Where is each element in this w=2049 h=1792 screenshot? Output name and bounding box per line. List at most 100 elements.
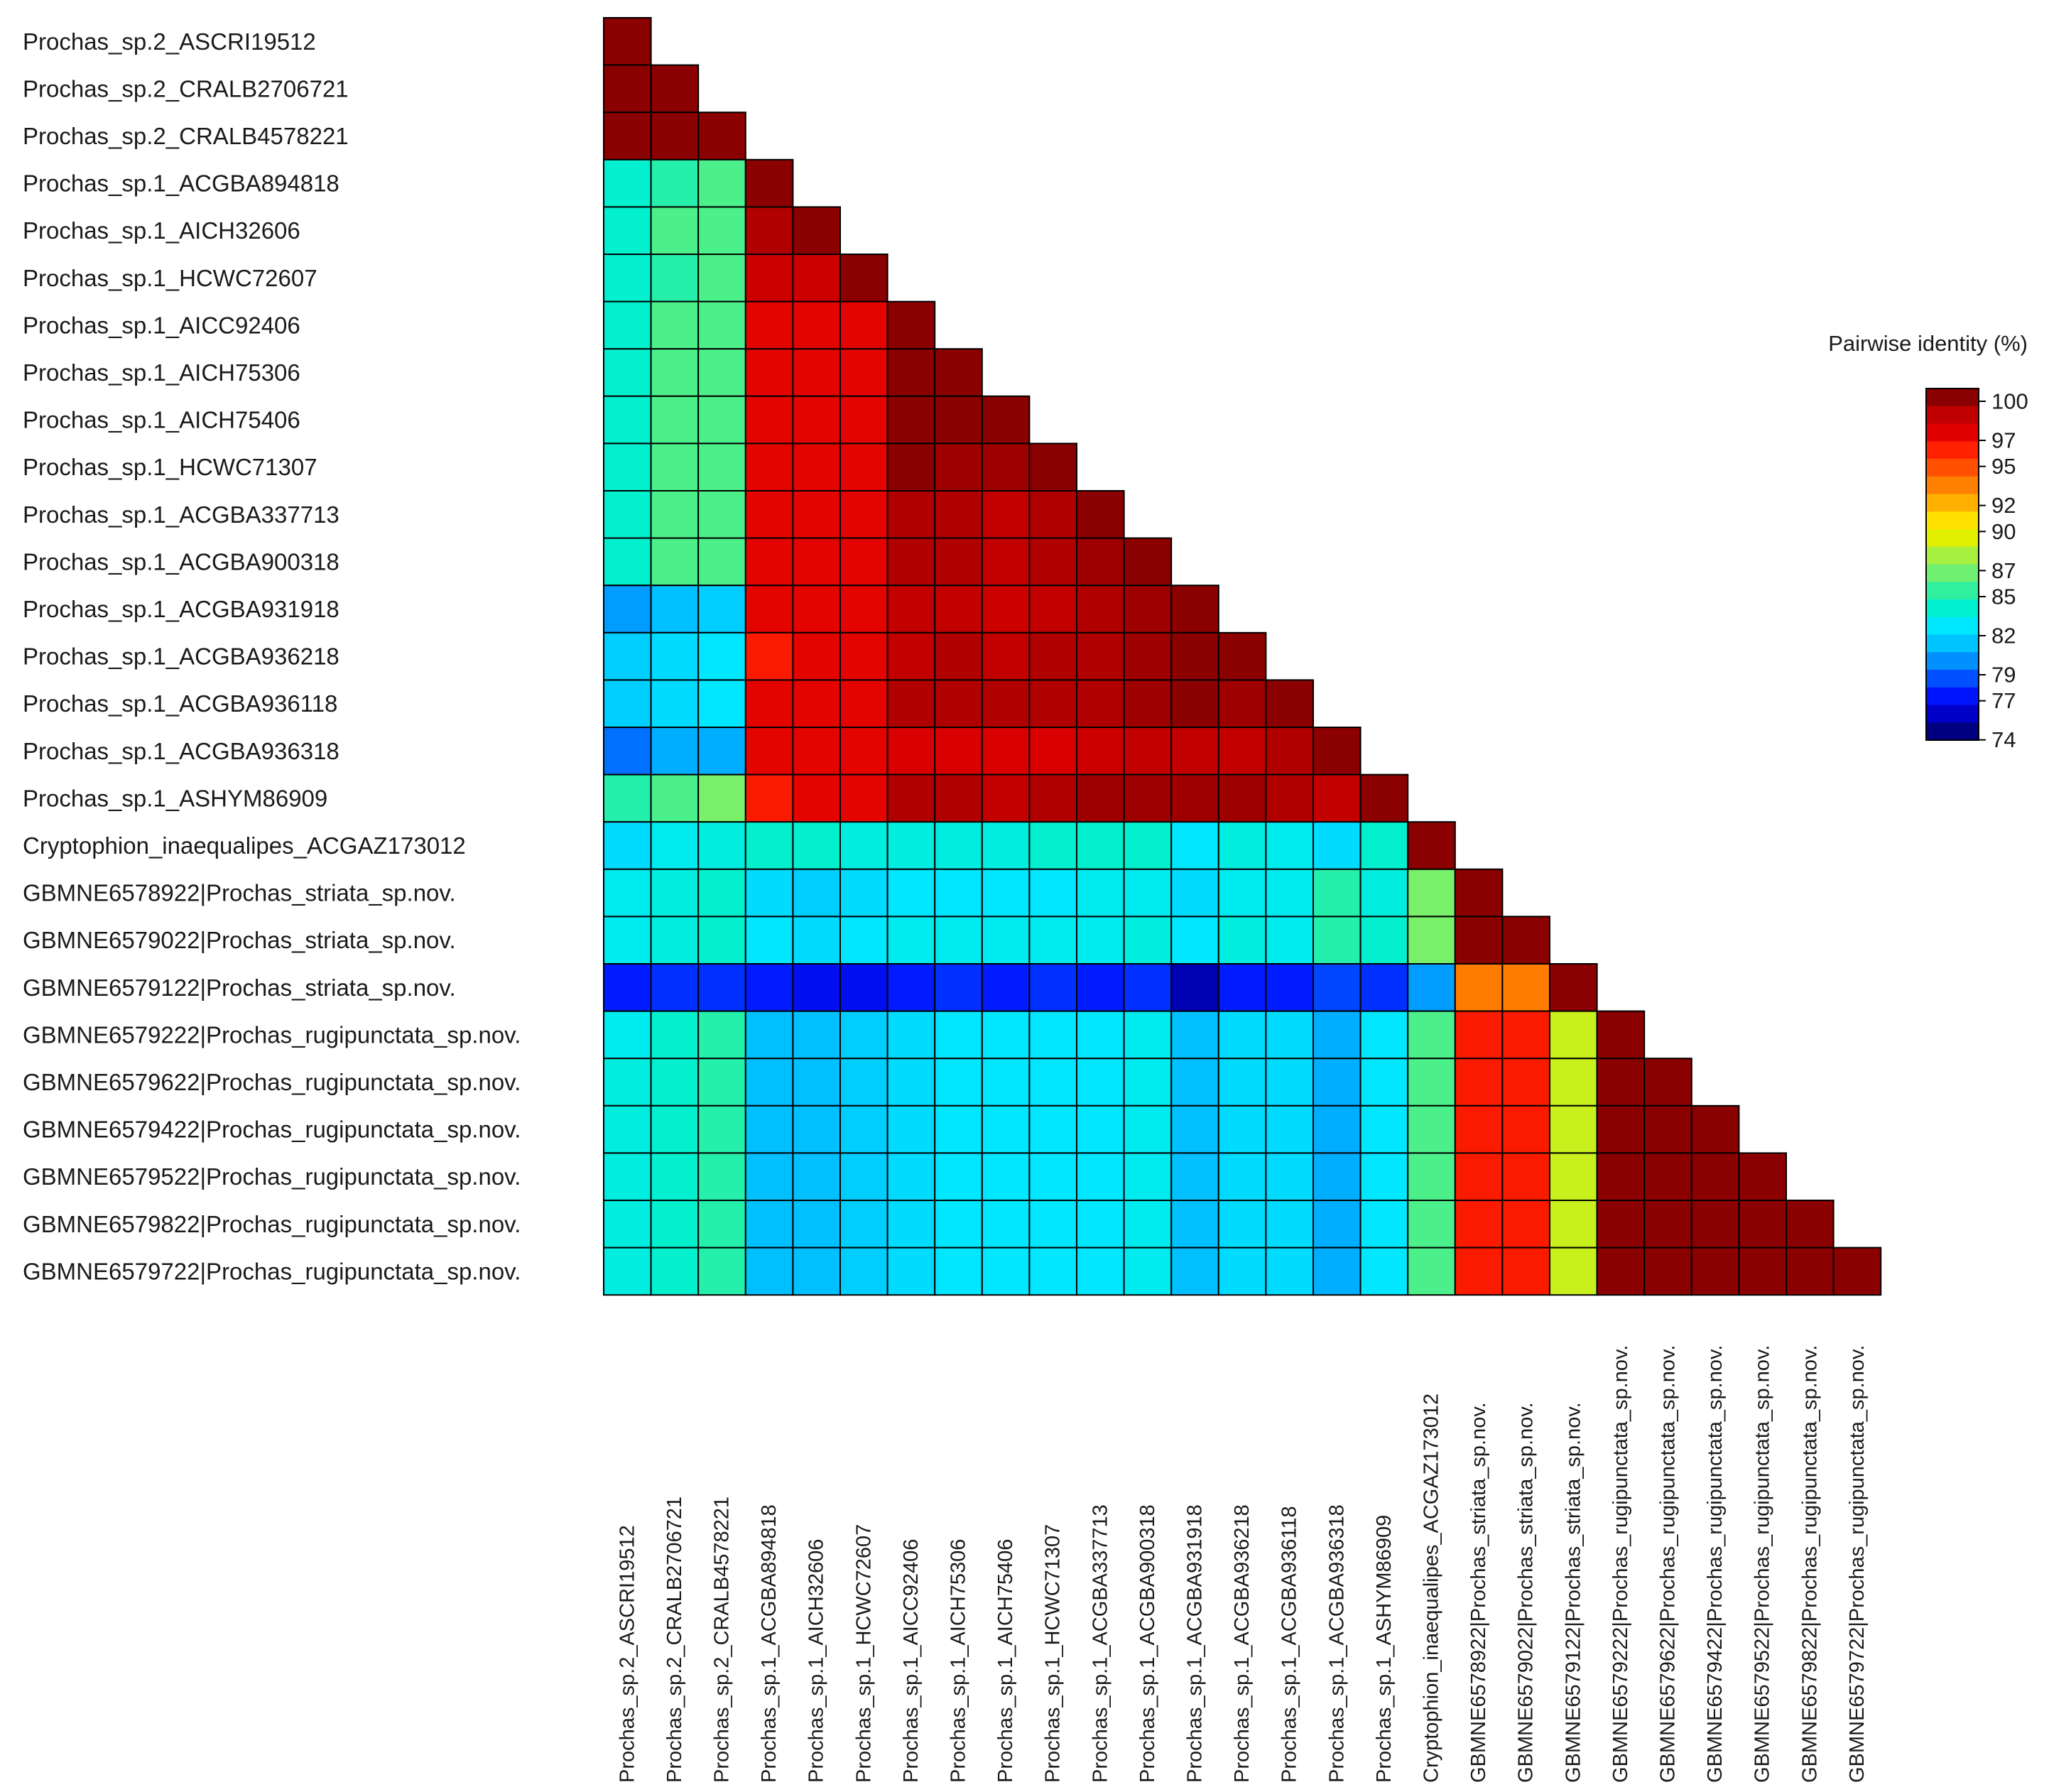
heatmap-cell [1359, 1200, 1409, 1249]
heatmap-cell [1217, 1200, 1267, 1249]
heatmap-cell [886, 1200, 936, 1249]
heatmap-cell [1028, 1152, 1078, 1202]
heatmap-cell [697, 821, 746, 870]
heatmap-cell [650, 916, 700, 965]
heatmap-cell [981, 773, 1031, 823]
heatmap-cell [650, 1200, 700, 1249]
legend-tick-label: 90 [1991, 519, 2016, 544]
heatmap-cell [792, 631, 842, 681]
heatmap-cell [650, 64, 700, 114]
heatmap-cell [839, 631, 888, 681]
heatmap-cell [603, 916, 652, 965]
legend-swatch [1926, 670, 1979, 688]
heatmap-cell [1076, 727, 1125, 776]
heatmap-cell [650, 395, 700, 445]
legend-swatch [1926, 599, 1979, 618]
heatmap-cell [792, 821, 842, 870]
heatmap-cell [744, 727, 794, 776]
heatmap-cell [1123, 1247, 1173, 1296]
heatmap-cell [603, 1104, 652, 1154]
heatmap-cell [1407, 1104, 1456, 1154]
heatmap-cell [981, 679, 1031, 729]
heatmap-cell [1076, 679, 1125, 729]
heatmap-cell [934, 1058, 983, 1107]
heatmap-cell [744, 1247, 794, 1296]
heatmap-cell [1123, 1104, 1173, 1154]
heatmap-cell [981, 1104, 1031, 1154]
heatmap-cell [650, 158, 700, 208]
heatmap-cell [886, 1058, 936, 1107]
heatmap-cell [981, 963, 1031, 1012]
heatmap-cell [1596, 1104, 1646, 1154]
heatmap-cell [697, 490, 746, 539]
heatmap-cell [744, 1010, 794, 1060]
heatmap-cell [697, 1010, 746, 1060]
heatmap-cell [1690, 1247, 1740, 1296]
heatmap-cell [839, 821, 888, 870]
heatmap-cell [603, 585, 652, 634]
heatmap-cell [981, 585, 1031, 634]
legend-tick-label: 100 [1991, 389, 2028, 414]
heatmap-cell [981, 1247, 1031, 1296]
heatmap-cell [1265, 1247, 1315, 1296]
heatmap-cell [744, 300, 794, 350]
heatmap-cell [1265, 821, 1315, 870]
heatmap-cell [1028, 537, 1078, 587]
heatmap-cell [1028, 679, 1078, 729]
heatmap-cell [1359, 1152, 1409, 1202]
row-label: Prochas_sp.1_ACGBA931918 [23, 596, 339, 622]
heatmap-cell [839, 916, 888, 965]
heatmap-cell [650, 1058, 700, 1107]
heatmap-cell [1028, 963, 1078, 1012]
heatmap-cell [603, 679, 652, 729]
heatmap-cell [1454, 1104, 1504, 1154]
heatmap-cell [1643, 1058, 1692, 1107]
heatmap-cell [886, 300, 936, 350]
row-label: Prochas_sp.1_ACGBA337713 [23, 501, 339, 528]
heatmap-cell [839, 395, 888, 445]
heatmap-cell [1170, 916, 1219, 965]
heatmap-cell [744, 206, 794, 255]
heatmap-cell [1076, 1200, 1125, 1249]
column-label: Prochas_sp.2_ASCRI19512 [616, 1525, 638, 1783]
heatmap-cell [1407, 963, 1456, 1012]
heatmap-cell [934, 1200, 983, 1249]
column-label: Prochas_sp.1_ACGBA936118 [1278, 1506, 1301, 1783]
heatmap-cell [886, 585, 936, 634]
heatmap-cell [1643, 1247, 1692, 1296]
row-label: GBMNE6579822|Prochas_rugipunctata_sp.nov… [23, 1211, 521, 1237]
heatmap-cell [603, 206, 652, 255]
heatmap-cell [1407, 868, 1456, 918]
heatmap-cell [792, 1200, 842, 1249]
heatmap-cell [1359, 916, 1409, 965]
heatmap-cell [1359, 963, 1409, 1012]
column-label: GBMNE6579222|Prochas_rugipunctata_sp.nov… [1609, 1345, 1632, 1783]
heatmap-cell [1265, 727, 1315, 776]
heatmap-cell [1501, 1104, 1550, 1154]
heatmap-cell [1501, 1058, 1550, 1107]
row-label: Prochas_sp.1_AICH75406 [23, 407, 300, 433]
heatmap-cell [1312, 1200, 1362, 1249]
heatmap-cell [1690, 1152, 1740, 1202]
heatmap-cell [1407, 1152, 1456, 1202]
heatmap-cell [1312, 1104, 1362, 1154]
row-labels: Prochas_sp.2_ASCRI19512 Prochas_sp.2_CRAL… [23, 28, 521, 1285]
heatmap-cell [934, 868, 983, 918]
heatmap-cell [1690, 1200, 1740, 1249]
column-label: Prochas_sp.1_AICH75406 [994, 1539, 1017, 1783]
heatmap-cell [697, 963, 746, 1012]
heatmap-cell [1028, 868, 1078, 918]
heatmap-cell [744, 442, 794, 492]
heatmap-cell [1454, 1200, 1504, 1249]
legend-frame [1925, 388, 1979, 741]
heatmap-cell [1076, 1010, 1125, 1060]
legend-title: Pairwise identity (%) [1828, 331, 2028, 356]
heatmap-cell [1549, 1104, 1598, 1154]
legend-swatch [1926, 529, 1979, 548]
heatmap-cell [650, 206, 700, 255]
heatmap-cell [1028, 1010, 1078, 1060]
heatmap-cell [1832, 1247, 1882, 1296]
column-label: Prochas_sp.1_ACGBA894818 [758, 1504, 781, 1783]
row-label: Prochas_sp.1_ACGBA900318 [23, 548, 339, 575]
